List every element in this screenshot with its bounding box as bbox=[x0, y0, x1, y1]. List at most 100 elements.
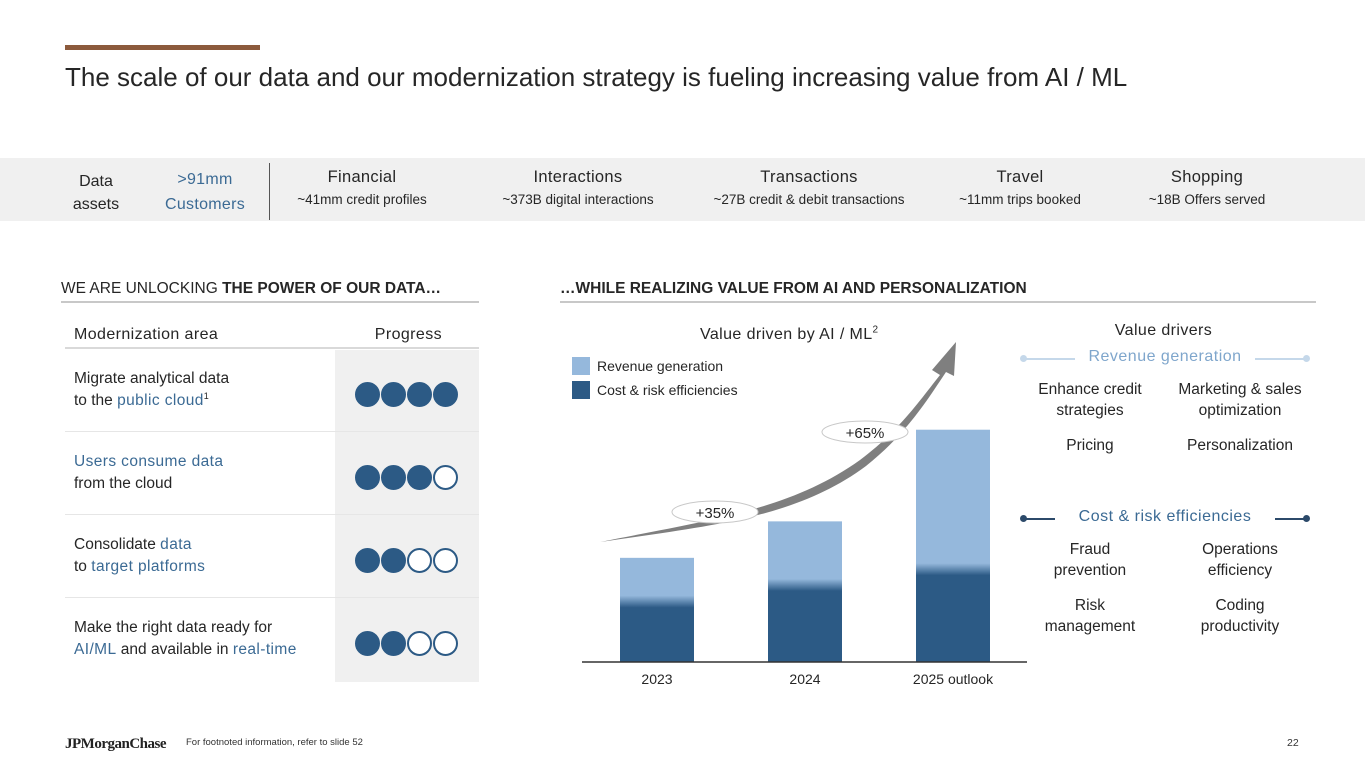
customers-value: >91mm bbox=[177, 171, 233, 188]
driver-group-cost: Cost & risk efficiencies Fraud prevention O… bbox=[1015, 506, 1315, 637]
connector-line-right bbox=[1255, 358, 1307, 360]
legend-label-cost: Cost & risk efficiencies bbox=[597, 382, 738, 398]
value-driver-item: Fraud prevention bbox=[1053, 541, 1127, 579]
progress-indicator bbox=[355, 465, 459, 490]
footnote: For footnoted information, refer to slid… bbox=[186, 737, 363, 748]
text: Make the right data ready for bbox=[74, 619, 273, 636]
modernization-area-text: Users consume data from the cloud bbox=[74, 451, 223, 495]
progress-dot-empty bbox=[433, 548, 458, 573]
table-row: Migrate analytical data to the public clo… bbox=[65, 349, 479, 432]
text: Consolidate bbox=[74, 536, 161, 553]
progress-dot-filled bbox=[407, 465, 432, 490]
right-section-heading: …WHILE REALIZING VALUE FROM AI AND PERSO… bbox=[560, 280, 1316, 303]
data-assets-label: Data assets bbox=[72, 173, 120, 213]
progress-dot-empty bbox=[433, 631, 458, 656]
growth-bubble-1 bbox=[821, 420, 909, 444]
bar-blend-1 bbox=[768, 578, 842, 591]
driver-grid: Enhance credit strategies Marketing & sale… bbox=[1015, 379, 1315, 456]
progress-dot-filled bbox=[407, 382, 432, 407]
progress-dot-filled bbox=[355, 548, 380, 573]
asset-name: Interactions bbox=[533, 168, 623, 186]
modernization-table: Modernization area Progress Migrate anal… bbox=[65, 322, 479, 681]
x-tick-label: 2023 bbox=[641, 671, 672, 687]
value-driver-item: Marketing & sales optimization bbox=[1178, 381, 1302, 419]
highlighted-text: public cloud bbox=[117, 392, 204, 409]
progress-indicator bbox=[355, 631, 459, 656]
bar-revenue-2 bbox=[916, 429, 990, 570]
asset-name: Transactions bbox=[760, 168, 858, 186]
text: from the cloud bbox=[74, 475, 173, 492]
driver-group-label: Revenue generation bbox=[1088, 348, 1242, 365]
column-header-progress: Progress bbox=[374, 326, 442, 343]
customers-label: Customers bbox=[164, 196, 246, 213]
value-driver-item: Operations efficiency bbox=[1202, 541, 1278, 579]
asset-name: Travel bbox=[996, 168, 1044, 186]
value-chart: 2023 2024 2025 outlook +35% +65% bbox=[582, 342, 1027, 687]
modernization-area-text: Make the right data ready for AI/ML and a… bbox=[74, 617, 297, 661]
highlighted-text: AI/ML bbox=[74, 641, 117, 658]
text: to the bbox=[74, 392, 118, 409]
asset-item-travel: Travel ~11mm trips booked bbox=[959, 168, 1081, 207]
legend-item-cost: Cost & risk efficiencies bbox=[572, 378, 738, 402]
asset-item-shopping: Shopping ~18B Offers served bbox=[1149, 168, 1265, 207]
customers-stat: >91mm Customers bbox=[155, 167, 255, 217]
modernization-area-text: Migrate analytical data to the public clo… bbox=[74, 368, 229, 412]
connector-line-left bbox=[1023, 518, 1055, 520]
bar-cost-2 bbox=[916, 569, 990, 662]
growth-bubble-0 bbox=[671, 500, 759, 524]
column-header-area: Modernization area bbox=[74, 326, 219, 343]
progress-dot-filled bbox=[381, 382, 406, 407]
progress-dot-empty bbox=[407, 548, 432, 573]
table-row: Users consume data from the cloud bbox=[65, 432, 479, 515]
x-tick-label: 2024 bbox=[789, 671, 820, 687]
value-drivers-panel: Value drivers Revenue generation Enhance … bbox=[1015, 322, 1315, 637]
value-drivers-title: Value drivers bbox=[1114, 322, 1213, 339]
footnote-marker: 1 bbox=[203, 390, 209, 401]
left-section-heading: WE ARE UNLOCKING THE POWER OF OUR DATA… bbox=[61, 280, 479, 303]
asset-name: Shopping bbox=[1170, 168, 1244, 186]
table-rows: Migrate analytical data to the public clo… bbox=[65, 349, 479, 681]
value-driver-item: Enhance credit strategies bbox=[1038, 381, 1142, 419]
connector-dot-left bbox=[1020, 515, 1027, 522]
page-number: 22 bbox=[1287, 737, 1299, 749]
company-logo: JPMorganChase bbox=[65, 736, 167, 752]
assets-divider bbox=[269, 163, 270, 220]
modernization-area-text: Consolidate data to target platforms bbox=[74, 534, 205, 578]
legend-swatch-cost bbox=[572, 381, 590, 399]
progress-indicator bbox=[355, 382, 459, 407]
asset-desc: ~373B digital interactions bbox=[502, 192, 654, 207]
highlighted-text: data bbox=[160, 536, 192, 553]
connector-dot-left bbox=[1020, 355, 1027, 362]
progress-dot-filled bbox=[381, 631, 406, 656]
progress-dot-filled bbox=[355, 465, 380, 490]
x-tick-label: 2025 outlook bbox=[913, 671, 994, 687]
driver-group-revenue: Revenue generation Enhance credit strategi… bbox=[1015, 346, 1315, 456]
driver-grid: Fraud prevention Operations efficiency Risk m… bbox=[1015, 539, 1315, 637]
table-row: Consolidate data to target platforms bbox=[65, 515, 479, 598]
legend-item-revenue: Revenue generation bbox=[572, 354, 738, 378]
progress-dot-filled bbox=[381, 548, 406, 573]
asset-desc: ~18B Offers served bbox=[1148, 192, 1266, 207]
highlighted-text: Users consume data bbox=[74, 453, 224, 470]
driver-group-heading: Cost & risk efficiencies bbox=[1015, 506, 1315, 532]
growth-label: +65% bbox=[846, 425, 885, 442]
text: Migrate analytical data bbox=[74, 370, 230, 387]
bar-cost-0 bbox=[620, 601, 694, 662]
trend-arrow bbox=[600, 342, 956, 542]
progress-dot-filled bbox=[355, 631, 380, 656]
connector-line-right bbox=[1275, 518, 1307, 520]
data-assets-band bbox=[0, 158, 1365, 221]
highlighted-text: real-time bbox=[232, 641, 297, 658]
table-row: Make the right data ready for AI/ML and a… bbox=[65, 598, 479, 681]
progress-dot-filled bbox=[355, 382, 380, 407]
driver-group-label: Cost & risk efficiencies bbox=[1078, 508, 1252, 525]
driver-group-heading: Revenue generation bbox=[1015, 346, 1315, 372]
legend-label-revenue: Revenue generation bbox=[597, 358, 724, 374]
value-driver-item: Pricing bbox=[1066, 437, 1114, 454]
bar-revenue-0 bbox=[620, 557, 694, 602]
asset-item-financial: Financial ~41mm credit profiles bbox=[297, 168, 426, 207]
asset-desc: ~41mm credit profiles bbox=[297, 192, 427, 207]
connector-dot-right bbox=[1303, 515, 1310, 522]
connector-line-left bbox=[1023, 358, 1075, 360]
value-driver-item: Risk management bbox=[1044, 597, 1136, 635]
